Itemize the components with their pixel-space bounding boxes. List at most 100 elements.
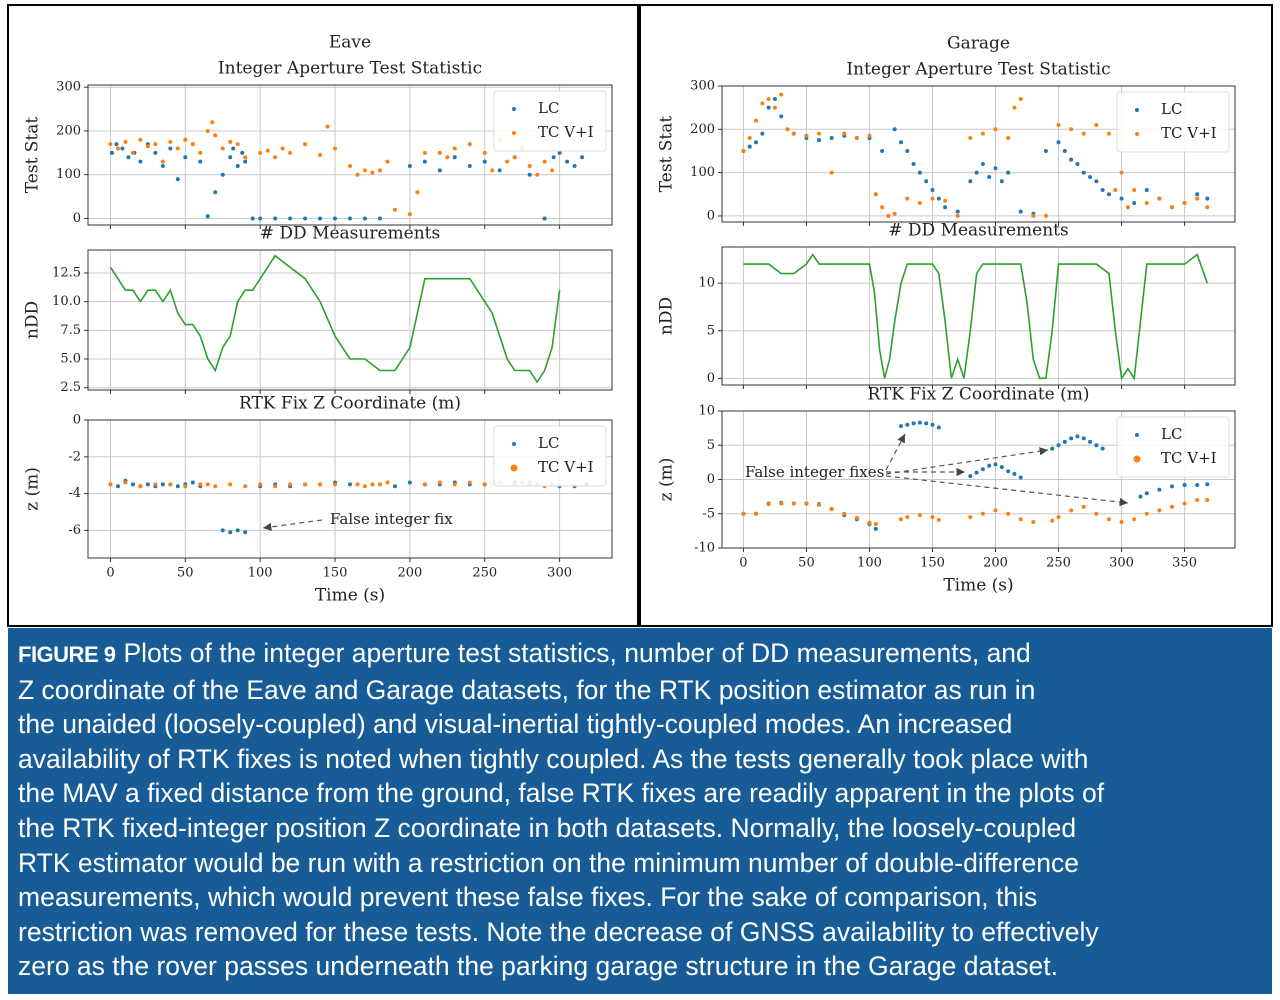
caption-line: the MAV a fixed distance from the ground…	[18, 778, 1105, 809]
x-tick-label: 100	[248, 566, 273, 581]
point	[482, 482, 487, 487]
point	[1069, 157, 1074, 162]
point	[772, 105, 777, 110]
legend-label: LC	[538, 99, 559, 117]
point	[911, 421, 916, 426]
y-tick-label: 100	[56, 167, 81, 182]
point	[362, 168, 367, 173]
point	[392, 207, 397, 212]
point	[228, 155, 233, 160]
point	[1031, 213, 1036, 218]
point	[1081, 170, 1086, 175]
legend-label: LC	[1161, 100, 1182, 118]
point	[1157, 508, 1162, 513]
arrow	[885, 447, 1049, 475]
point	[273, 155, 278, 160]
y-tick-label: 5	[707, 323, 715, 338]
point	[880, 205, 885, 210]
annotation-arrows	[262, 433, 1129, 532]
point	[198, 150, 203, 155]
point	[445, 155, 450, 160]
legend-box	[1116, 91, 1230, 153]
x-tick-label: 50	[798, 556, 815, 571]
point	[1069, 127, 1074, 132]
plot-frame	[87, 84, 613, 226]
point	[1006, 135, 1011, 140]
y-tick-label: 10	[698, 404, 715, 419]
legend-marker	[1135, 433, 1139, 437]
panel-title: Garage	[947, 34, 1010, 54]
point	[512, 155, 517, 160]
point	[1081, 504, 1086, 509]
point	[220, 172, 225, 177]
point	[1094, 511, 1099, 516]
legend-box	[493, 425, 607, 487]
point	[898, 517, 903, 522]
arrow	[885, 433, 906, 471]
point	[542, 216, 547, 221]
point	[917, 513, 922, 518]
point	[817, 138, 822, 143]
point	[123, 139, 128, 144]
point	[407, 480, 412, 485]
point	[138, 484, 143, 489]
point	[829, 170, 834, 175]
caption-line: Plots of the integer aperture test stati…	[123, 638, 1031, 668]
point	[936, 517, 941, 522]
point	[565, 159, 570, 164]
caption-line: the RTK fixed-integer position Z coordin…	[18, 812, 1077, 843]
point	[993, 508, 998, 513]
point	[1144, 200, 1149, 205]
point	[779, 92, 784, 97]
point	[1056, 515, 1061, 520]
point	[993, 127, 998, 132]
caption-text: Plots of the integer aperture test stati…	[18, 638, 1104, 981]
point	[153, 150, 158, 155]
point	[943, 198, 948, 203]
point	[917, 200, 922, 205]
point	[911, 161, 916, 166]
point	[130, 482, 135, 487]
point	[205, 214, 210, 219]
point	[115, 146, 120, 151]
point	[804, 133, 809, 138]
point	[377, 482, 382, 487]
caption-line: zero as the rover passes underneath the …	[18, 951, 1059, 982]
x-tick-label: 250	[472, 566, 497, 581]
point	[422, 159, 427, 164]
legend-marker	[1133, 455, 1141, 463]
point	[747, 144, 752, 149]
arrow	[262, 519, 323, 532]
point	[377, 216, 382, 221]
legend-marker	[512, 107, 516, 111]
point	[348, 216, 352, 221]
point	[905, 422, 910, 427]
point	[370, 170, 375, 175]
y-tick-label: 0	[707, 371, 715, 386]
point	[898, 424, 903, 429]
point	[943, 205, 948, 210]
point	[817, 502, 822, 507]
point	[741, 511, 746, 516]
point	[999, 465, 1004, 470]
point	[303, 482, 308, 487]
point	[1062, 439, 1067, 444]
point	[905, 515, 910, 520]
point	[220, 528, 225, 533]
point	[490, 168, 495, 173]
point	[325, 124, 330, 129]
point	[1113, 187, 1118, 192]
point	[228, 482, 233, 487]
legend-marker	[1135, 132, 1139, 136]
legend-label: TC V+I	[1161, 449, 1217, 467]
point	[114, 142, 119, 147]
point	[1100, 446, 1105, 451]
point	[898, 140, 903, 145]
caption-line: RTK estimator would be run with a restri…	[18, 847, 1079, 878]
point	[993, 462, 998, 467]
point	[1169, 205, 1174, 210]
legend-label: LC	[1161, 425, 1182, 443]
point	[160, 482, 165, 487]
point	[153, 142, 158, 147]
point	[250, 216, 255, 221]
